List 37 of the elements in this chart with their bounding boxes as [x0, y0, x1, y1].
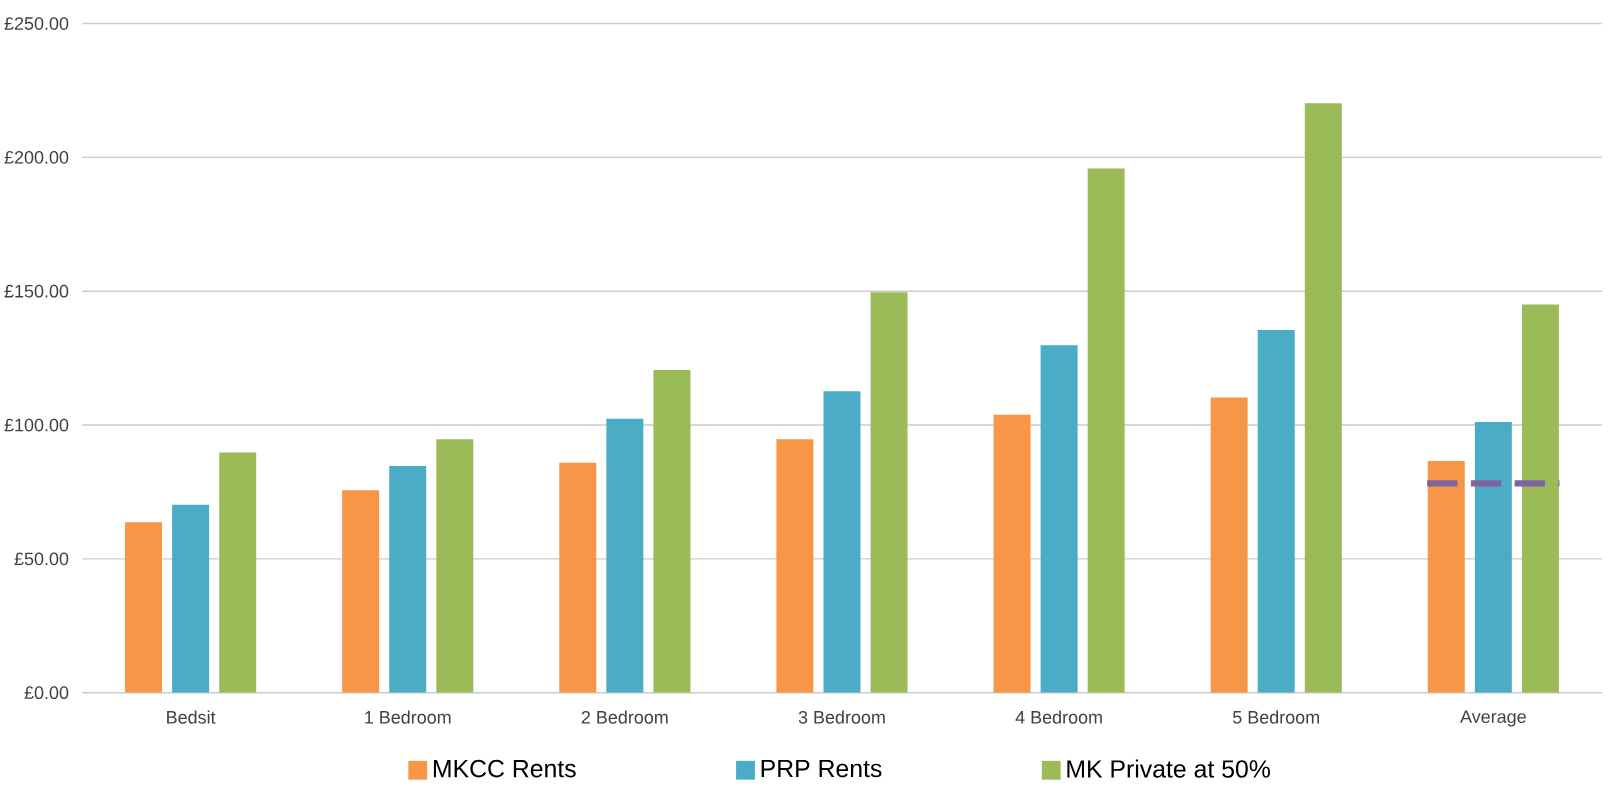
bar: [1210, 397, 1248, 693]
legend-label: MK Private at 50%: [1067, 759, 1270, 778]
bar: [993, 414, 1031, 693]
bar: [389, 466, 427, 693]
bar: [1257, 330, 1295, 693]
y-tick-label: £0.00: [24, 686, 69, 700]
y-tick-label: £50.00: [14, 552, 69, 566]
bar: [342, 490, 380, 693]
bar: [653, 369, 691, 693]
bar: [1304, 103, 1342, 693]
bar: [606, 418, 644, 693]
bar: [436, 439, 474, 693]
x-tick-label: Bedsit: [167, 710, 216, 724]
bar: [1427, 460, 1465, 693]
bar: [776, 439, 814, 693]
y-tick-label: £100.00: [4, 418, 69, 432]
x-tick-label: 4 Bedroom: [1015, 710, 1102, 724]
bar: [1087, 168, 1125, 693]
bar: [1040, 345, 1078, 693]
bar: [219, 452, 257, 693]
x-tick-label: 1 Bedroom: [365, 710, 451, 724]
bar: [1521, 304, 1559, 693]
bar: [125, 522, 163, 693]
y-tick-label: £250.00: [4, 17, 69, 30]
x-tick-label: Average: [1460, 710, 1526, 727]
x-tick-label: 2 Bedroom: [581, 710, 668, 724]
legend-label: PRP Rents: [761, 760, 882, 778]
y-tick-label: £200.00: [4, 151, 69, 164]
x-tick-label: 5 Bedroom: [1232, 710, 1319, 724]
bar: [823, 391, 861, 693]
bar: [559, 462, 597, 693]
bar: [870, 292, 908, 693]
y-tick-label: £150.00: [4, 284, 69, 298]
x-tick-label: 3 Bedroom: [798, 710, 885, 724]
bar: [172, 504, 210, 693]
legend-label: MKCC Rents: [433, 759, 576, 778]
bar: [1474, 422, 1512, 693]
